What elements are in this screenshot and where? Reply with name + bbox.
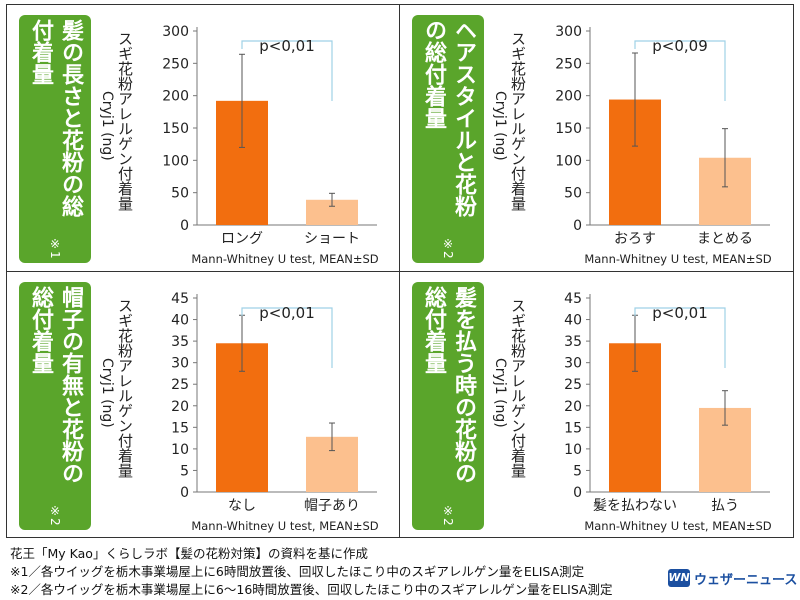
p-value-label: p<0,09 bbox=[652, 37, 708, 55]
y-tick-label: 15 bbox=[564, 420, 582, 436]
y-tick-label: 10 bbox=[171, 442, 189, 458]
y-tick-label: 0 bbox=[573, 485, 582, 501]
p-value-label: p<0,01 bbox=[259, 37, 315, 55]
y-tick-label: 300 bbox=[162, 24, 189, 40]
y-tick-label: 50 bbox=[171, 186, 189, 202]
panel-hat: 帽子の有無と花粉の総付着量 ※2 スギ花粉アレルゲン付着量 Cryj1 (ng) 0… bbox=[7, 272, 399, 538]
y-tick-label: 5 bbox=[180, 463, 189, 479]
footer-note-1: ※1／各ウイッグを栃木事業場屋上に6時間放置後、回収したほこり中のスギアレルゲン… bbox=[10, 564, 585, 579]
panel-brushing: 髪を払う時の花粉の総付着量 ※2 スギ花粉アレルゲン付着量 Cryj1 (ng) 0… bbox=[400, 272, 792, 538]
y-tick-label: 45 bbox=[564, 291, 582, 307]
y-tick-label: 0 bbox=[573, 218, 582, 234]
y-tick-label: 25 bbox=[564, 377, 582, 393]
y-axis-unit: Cryj1 (ng) bbox=[492, 91, 508, 161]
panel-title: 髪を払う時の花粉の総付着量 ※2 bbox=[421, 286, 476, 526]
y-tick-label: 200 bbox=[555, 89, 582, 105]
significance-bracket bbox=[241, 307, 333, 368]
panel-hairstyle: ヘアスタイルと花粉の総付着量 ※2 スギ花粉アレルゲン付着量 Cryj1 (ng)… bbox=[400, 5, 792, 271]
significance-bracket bbox=[634, 307, 726, 368]
y-tick-label: 35 bbox=[171, 334, 189, 350]
y-tick-label: 30 bbox=[171, 356, 189, 372]
y-tick-label: 25 bbox=[171, 377, 189, 393]
stat-test-note: Mann-Whitney U test, MEAN±SD bbox=[584, 252, 771, 266]
y-tick-label: 5 bbox=[573, 463, 582, 479]
y-tick-label: 35 bbox=[564, 334, 582, 350]
panel-title: 帽子の有無と花粉の総付着量 ※2 bbox=[28, 286, 83, 526]
category-label: 払う bbox=[711, 498, 739, 514]
weathernews-logo: WN ウェザーニュース bbox=[668, 567, 798, 589]
panel-title-box: 帽子の有無と花粉の総付着量 ※2 bbox=[19, 282, 91, 530]
footer-source: 花王「My Kao」くらしラボ【髪の花粉対策】の資料を基に作成 bbox=[10, 546, 368, 561]
y-axis-unit: Cryj1 (ng) bbox=[99, 91, 115, 161]
y-tick-label: 100 bbox=[162, 153, 189, 169]
y-tick-label: 150 bbox=[555, 121, 582, 137]
stat-test-note: Mann-Whitney U test, MEAN±SD bbox=[191, 252, 378, 266]
y-tick-label: 250 bbox=[555, 56, 582, 72]
y-axis-unit: Cryj1 (ng) bbox=[492, 358, 508, 428]
p-value-label: p<0,01 bbox=[259, 304, 315, 322]
panel-hair-length: 髪の長さと花粉の総付着量 ※1 スギ花粉アレルゲン付着量 Cryj1 (ng) 0 5… bbox=[7, 5, 399, 271]
significance-bracket bbox=[634, 40, 726, 101]
panel-title-box: 髪を払う時の花粉の総付着量 ※2 bbox=[412, 282, 484, 530]
y-tick-label: 20 bbox=[564, 399, 582, 415]
y-tick-label: 200 bbox=[162, 89, 189, 105]
y-tick-label: 15 bbox=[171, 420, 189, 436]
footer-note-2: ※2／各ウイッグを栃木事業場屋上に6〜16時間放置後、回収したほこり中のスギアレ… bbox=[10, 582, 613, 597]
panel-title: ヘアスタイルと花粉の総付着量 ※2 bbox=[421, 19, 476, 259]
y-tick-label: 30 bbox=[564, 356, 582, 372]
y-tick-label: 20 bbox=[171, 399, 189, 415]
stat-test-note: Mann-Whitney U test, MEAN±SD bbox=[584, 519, 771, 533]
stat-test-note: Mann-Whitney U test, MEAN±SD bbox=[191, 519, 378, 533]
y-tick-label: 0 bbox=[180, 485, 189, 501]
y-axis-label: スギ花粉アレルゲン付着量 bbox=[509, 31, 527, 211]
y-axis-label: スギ花粉アレルゲン付着量 bbox=[116, 31, 134, 211]
category-label: まとめる bbox=[697, 231, 753, 247]
y-tick-label: 40 bbox=[171, 313, 189, 329]
y-axis-label: スギ花粉アレルゲン付着量 bbox=[509, 298, 527, 478]
category-label: 帽子あり bbox=[304, 498, 360, 514]
panel-title-box: ヘアスタイルと花粉の総付着量 ※2 bbox=[412, 15, 484, 263]
p-value-label: p<0,01 bbox=[652, 304, 708, 322]
y-tick-label: 45 bbox=[171, 291, 189, 307]
y-tick-label: 150 bbox=[162, 121, 189, 137]
category-label: ロング bbox=[221, 231, 263, 247]
panel-title-box: 髪の長さと花粉の総付着量 ※1 bbox=[19, 15, 91, 263]
logo-mark: WN bbox=[668, 569, 690, 587]
y-tick-label: 100 bbox=[555, 153, 582, 169]
significance-bracket bbox=[241, 40, 333, 101]
y-tick-label: 0 bbox=[180, 218, 189, 234]
category-label: 髪を払わない bbox=[593, 498, 677, 514]
y-axis-unit: Cryj1 (ng) bbox=[99, 358, 115, 428]
category-label: おろす bbox=[614, 231, 656, 247]
y-tick-label: 300 bbox=[555, 24, 582, 40]
panel-title: 髪の長さと花粉の総付着量 ※1 bbox=[28, 19, 83, 259]
y-tick-label: 10 bbox=[564, 442, 582, 458]
y-tick-label: 50 bbox=[564, 186, 582, 202]
logo-text: ウェザーニュース bbox=[694, 573, 798, 588]
category-label: なし bbox=[228, 498, 256, 514]
y-tick-label: 250 bbox=[162, 56, 189, 72]
y-tick-label: 40 bbox=[564, 313, 582, 329]
category-label: ショート bbox=[304, 231, 360, 247]
y-axis-label: スギ花粉アレルゲン付着量 bbox=[116, 298, 134, 478]
horizontal-divider bbox=[6, 271, 794, 272]
